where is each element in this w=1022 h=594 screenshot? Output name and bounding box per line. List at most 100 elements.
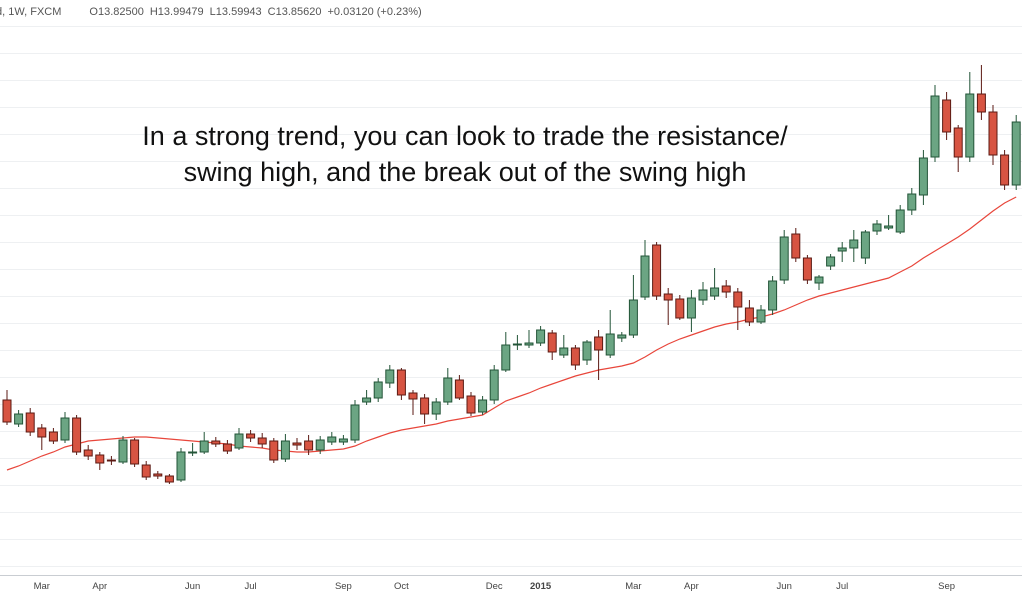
candle-body	[930, 95, 940, 158]
candle-body	[443, 377, 453, 403]
candle-body	[420, 397, 430, 415]
candle-body	[408, 392, 418, 400]
candle-body	[965, 93, 975, 158]
candle-body	[153, 473, 163, 477]
candle-body	[756, 309, 766, 323]
candle-body	[884, 225, 894, 229]
candle-body	[942, 99, 952, 133]
candle-body	[385, 369, 395, 384]
candle-body	[721, 285, 731, 293]
candle-body	[292, 442, 302, 446]
candle-body	[698, 289, 708, 301]
candle-body	[710, 287, 720, 297]
info-item: +0.03120 (+0.23%)	[327, 6, 422, 18]
candle-body	[872, 223, 882, 232]
candle-body	[512, 343, 522, 346]
info-item: C13.85620	[267, 6, 322, 18]
candle-body	[826, 256, 836, 267]
candle-body	[164, 475, 174, 483]
candle-body	[489, 369, 499, 401]
symbol-info: d, 1W, FXCM O13.82500 H13.99479 L13.59943 C1…	[0, 6, 422, 18]
candle-body	[315, 439, 325, 451]
candle-body	[362, 397, 372, 403]
candle-body	[570, 347, 580, 366]
candle-body	[130, 439, 140, 465]
candle-body	[199, 440, 209, 453]
candle-body	[141, 464, 151, 478]
candle-body	[814, 276, 824, 284]
candle-body	[83, 449, 93, 457]
candle-body	[547, 332, 557, 353]
info-item: O13.82500	[89, 6, 144, 18]
candle-body	[478, 399, 488, 413]
candle-body	[617, 334, 627, 339]
candle-body	[466, 395, 476, 414]
x-axis	[0, 575, 1022, 594]
candle-body	[2, 399, 12, 423]
candle-body	[988, 111, 998, 156]
candle-body	[188, 451, 198, 454]
candle-body	[338, 438, 348, 443]
candle-body	[628, 299, 638, 336]
candle-body	[106, 459, 116, 462]
candle-body	[907, 193, 917, 211]
candle-body	[605, 333, 615, 356]
candle-body	[640, 255, 650, 298]
candle-body	[559, 347, 569, 356]
candle-body	[675, 298, 685, 319]
candle-body	[37, 427, 47, 438]
candle-body	[536, 329, 546, 344]
candle-body	[454, 379, 464, 399]
info-item: d, 1W, FXCM	[0, 6, 62, 18]
candle-body	[791, 233, 801, 259]
candle-body	[501, 344, 511, 371]
candle-body	[304, 440, 314, 451]
candle-body	[350, 404, 360, 441]
candle-body	[222, 443, 232, 452]
candle-body	[849, 239, 859, 249]
candle-body	[895, 209, 905, 233]
candle-body	[733, 291, 743, 308]
candle-body	[211, 440, 221, 445]
candle-body	[176, 451, 186, 481]
info-item: L13.59943	[209, 6, 262, 18]
info-item: H13.99479	[149, 6, 204, 18]
candle-body	[246, 433, 256, 439]
candle-body	[14, 413, 24, 425]
candle-body	[1000, 154, 1010, 186]
candle-body	[837, 247, 847, 252]
candle-body	[594, 336, 604, 351]
candle-body	[25, 412, 35, 433]
candle-body	[1011, 121, 1021, 186]
candle-body	[95, 454, 105, 464]
candle-body	[652, 244, 662, 297]
candle-body	[860, 231, 870, 259]
candle-body	[686, 297, 696, 319]
candle-body	[269, 440, 279, 461]
candle-body	[976, 93, 986, 113]
candle-body	[744, 307, 754, 323]
candle-body	[396, 369, 406, 396]
candle-body	[60, 417, 70, 441]
candle-body	[280, 440, 290, 460]
annotation: In a strong trend, you can look to trade…	[142, 121, 788, 187]
candle-body	[48, 431, 58, 442]
candle-body	[802, 257, 812, 281]
candle-body	[779, 236, 789, 281]
candle-body	[768, 280, 778, 311]
candle-body	[663, 293, 673, 301]
candle-body	[524, 342, 534, 346]
candle-body	[918, 157, 928, 196]
candle-body	[72, 417, 82, 453]
candle-body	[234, 433, 244, 449]
candle-body	[953, 127, 963, 158]
candle-body	[118, 439, 128, 463]
candle-body	[327, 436, 337, 443]
candle-body	[582, 341, 592, 361]
candle-body	[257, 437, 267, 445]
moving-average	[6, 196, 1017, 471]
candle-body	[373, 381, 383, 399]
candle-body	[431, 401, 441, 415]
